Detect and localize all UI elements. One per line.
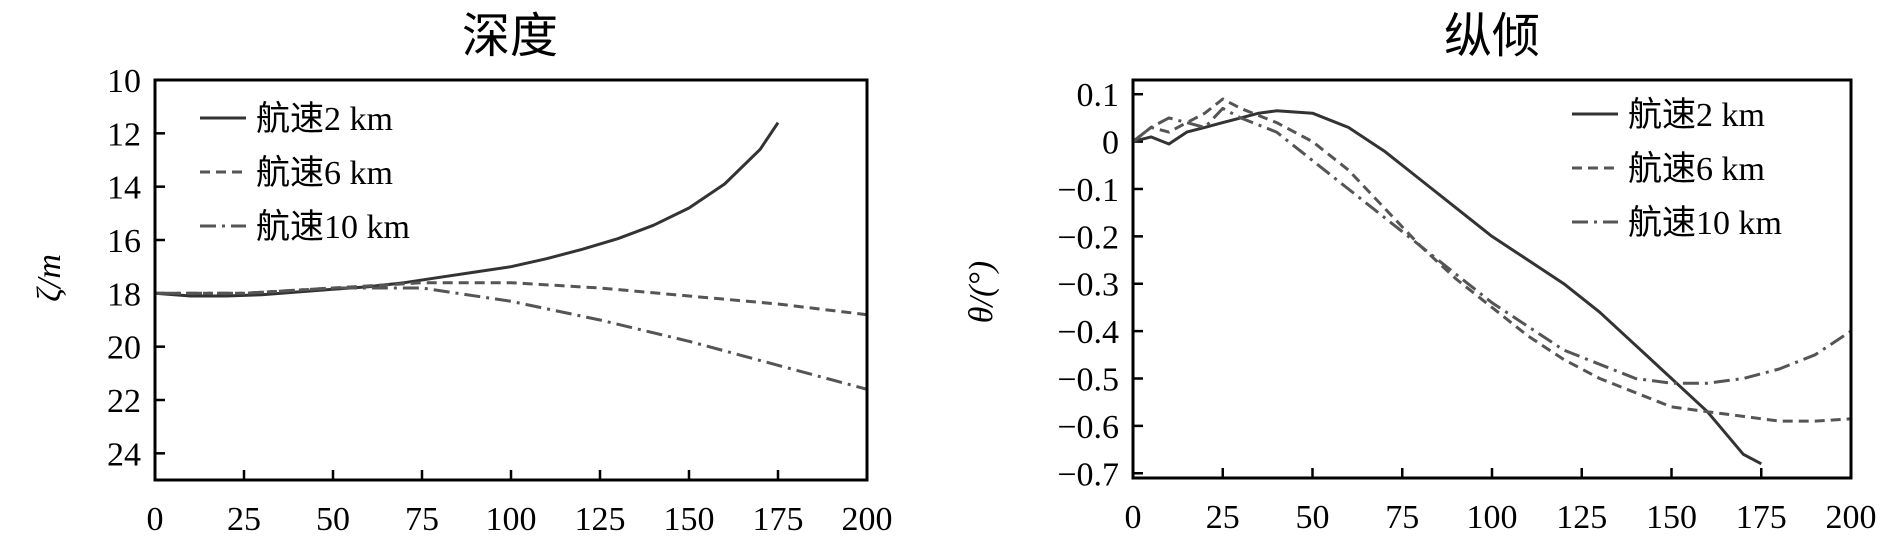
trim-chart-x-tick-label: 75 (1385, 499, 1419, 536)
trim-chart-plot-frame (1131, 78, 1853, 480)
depth-chart: 深度 ζ/m 0 25 50 75 100 125 150 175 200 10 12 14 16 18 2… (31, 8, 893, 538)
trim-chart-legend-label-1: 航速2 km (1628, 96, 1765, 134)
trim-chart-lines (1132, 97, 1852, 466)
depth-chart-x-tick-label: 200 (842, 501, 893, 538)
depth-chart-x-tick-label: 75 (405, 501, 439, 538)
depth-chart-y-tick-label: 18 (107, 276, 141, 313)
trim-chart-ticks: 0 25 50 75 100 125 150 175 200 0.1 0 −0.1 −0.2 −0.3 −0… (1057, 77, 1876, 536)
trim-chart-y-tick-label: −0.6 (1057, 409, 1119, 446)
trim-chart-y-tick-label: 0 (1102, 125, 1119, 162)
trim-chart-y-tick-label: −0.5 (1057, 362, 1119, 399)
depth-chart-x-tick-label: 0 (147, 501, 164, 538)
trim-chart-x-tick-label: 100 (1467, 499, 1518, 536)
depth-chart-legend-label-1: 航速2 km (256, 100, 393, 138)
trim-chart-y-axis-label: θ/(°) (963, 261, 1000, 323)
depth-chart-y-tick-label: 10 (107, 63, 141, 100)
trim-chart-y-tick-label: −0.1 (1057, 172, 1119, 209)
trim-chart-title: 纵倾 (1444, 8, 1540, 64)
trim-chart-x-tick-label: 200 (1826, 499, 1877, 536)
trim-chart-x-tick-label: 50 (1296, 499, 1330, 536)
depth-chart-lines (154, 121, 868, 391)
depth-chart-x-tick-label: 150 (664, 501, 715, 538)
depth-chart-y-axis-label: ζ/m (31, 254, 68, 302)
trim-chart-series-line-3 (1132, 106, 1852, 385)
depth-chart-series-line-1 (154, 121, 780, 298)
depth-chart-y-tick-label: 20 (107, 330, 141, 367)
trim-chart-series-line-1 (1132, 109, 1763, 466)
depth-chart-x-tick-label: 125 (575, 501, 626, 538)
depth-chart-y-tick-label: 22 (107, 383, 141, 420)
trim-chart-y-tick-label: −0.4 (1057, 314, 1119, 351)
trim-chart-legend-label-2: 航速6 km (1628, 150, 1765, 188)
depth-chart-legend-label-2: 航速6 km (256, 154, 393, 192)
trim-chart-y-tick-label: −0.3 (1057, 267, 1119, 304)
trim-chart-x-tick-label: 175 (1736, 499, 1787, 536)
trim-chart-legend: 航速2 km 航速6 km 航速10 km (1572, 96, 1782, 242)
trim-chart-x-tick-label: 25 (1206, 499, 1240, 536)
depth-chart-x-tick-label: 50 (316, 501, 350, 538)
trim-chart-legend-label-3: 航速10 km (1628, 204, 1782, 242)
depth-chart-y-tick-label: 12 (107, 116, 141, 153)
depth-chart-legend: 航速2 km 航速6 km 航速10 km (200, 100, 410, 246)
trim-chart-y-tick-label: 0.1 (1077, 77, 1120, 114)
trim-chart-x-tick-label: 125 (1556, 499, 1607, 536)
trim-chart-y-tick-label: −0.7 (1057, 456, 1119, 493)
trim-chart-x-tick-label: 0 (1125, 499, 1142, 536)
trim-chart: 纵倾 θ/(°) 0 25 50 75 100 125 150 175 200 0.1 0 −0.1 −… (963, 8, 1877, 536)
depth-chart-ticks: 0 25 50 75 100 125 150 175 200 10 12 14 16 18 20 22 24 (107, 63, 893, 538)
depth-chart-x-tick-label: 175 (753, 501, 804, 538)
depth-chart-legend-label-3: 航速10 km (256, 208, 410, 246)
trim-chart-x-tick-label: 150 (1646, 499, 1697, 536)
trim-chart-y-tick-label: −0.2 (1057, 219, 1119, 256)
depth-chart-plot-frame (153, 78, 869, 482)
depth-chart-series-line-2 (155, 281, 868, 317)
trim-chart-series-line-2 (1132, 97, 1852, 423)
depth-chart-x-tick-label: 25 (227, 501, 261, 538)
depth-chart-series-line-3 (155, 286, 868, 391)
depth-chart-y-tick-label: 14 (107, 170, 141, 207)
depth-chart-y-tick-label: 16 (107, 223, 141, 260)
depth-chart-title: 深度 (462, 8, 558, 64)
depth-chart-y-tick-label: 24 (107, 436, 141, 473)
depth-chart-x-tick-label: 100 (486, 501, 537, 538)
